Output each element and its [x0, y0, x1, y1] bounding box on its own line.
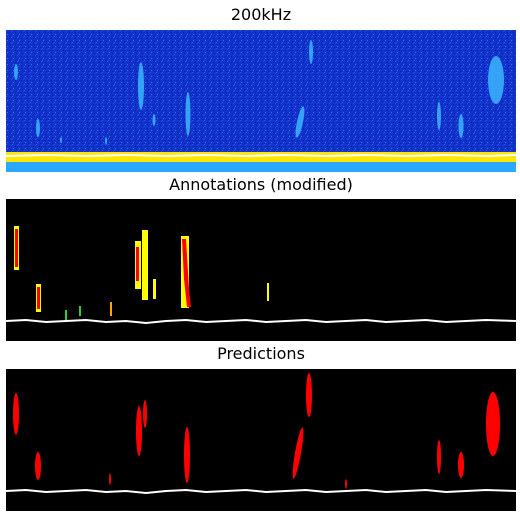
prediction-8: [437, 440, 441, 474]
school-12: [60, 137, 62, 143]
echogram-title: 200kHz: [6, 5, 516, 25]
prediction-4: [143, 400, 147, 428]
school-2: [36, 119, 40, 137]
annotation-2-core: [37, 287, 40, 309]
annotations-panel: [6, 199, 516, 341]
prediction-5: [184, 427, 190, 483]
school-1: [14, 64, 18, 80]
school-4: [153, 114, 156, 126]
school-10: [488, 56, 504, 104]
annotation-7: [110, 302, 112, 316]
echogram-background: [6, 30, 516, 172]
annotation-8: [65, 310, 67, 320]
prediction-1: [13, 393, 19, 435]
seabed-yellow-band: [6, 152, 516, 162]
prediction-3: [136, 406, 142, 456]
annotation-10: [267, 283, 269, 301]
prediction-10: [486, 392, 500, 456]
annotations-title: Annotations (modified): [6, 175, 516, 195]
prediction-12: [345, 479, 347, 489]
prediction-9: [458, 452, 464, 478]
annotation-5: [153, 279, 156, 299]
prediction-2: [35, 452, 41, 480]
prediction-7: [306, 373, 312, 417]
annotation-4: [142, 230, 148, 300]
echogram-panel: [6, 30, 516, 172]
school-8: [437, 102, 441, 130]
annotation-9: [79, 306, 81, 316]
school-9: [459, 114, 464, 138]
school-5: [186, 92, 191, 136]
school-11: [105, 137, 107, 145]
school-7: [309, 40, 313, 64]
predictions-title: Predictions: [6, 344, 516, 364]
school-3: [138, 62, 144, 110]
predictions-panel: [6, 369, 516, 511]
seabed-white-line: [6, 155, 516, 156]
annotation-3-core: [136, 247, 139, 281]
prediction-11: [109, 473, 111, 485]
annotation-1-core: [15, 229, 18, 267]
